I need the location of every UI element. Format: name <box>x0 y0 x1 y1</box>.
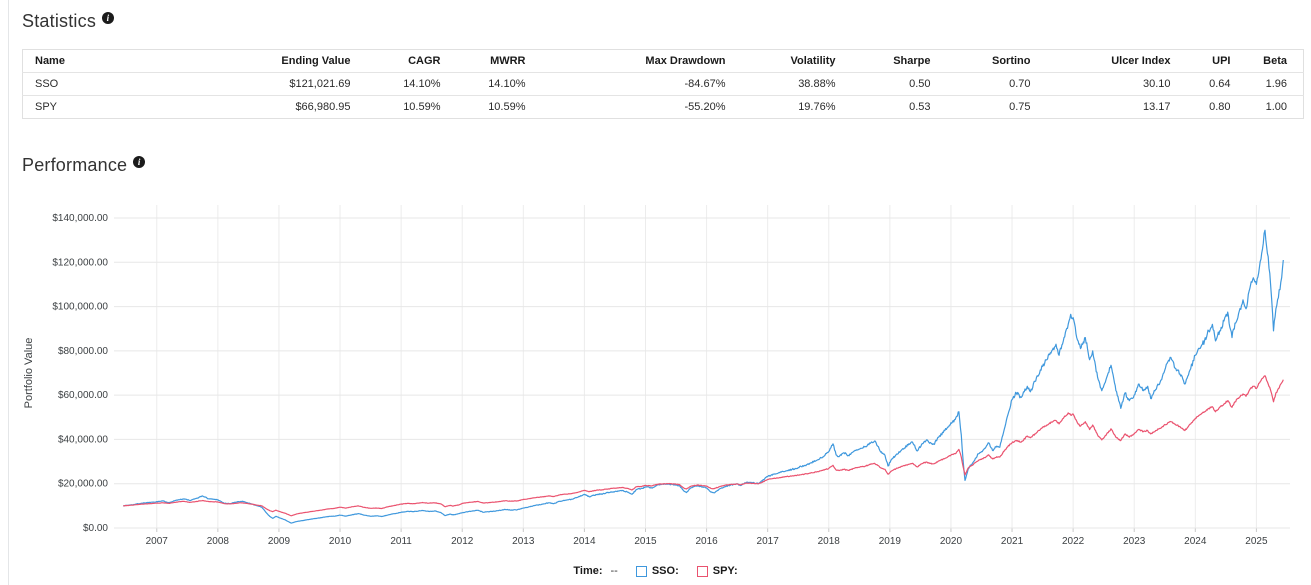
page-left-border <box>8 0 9 585</box>
y-axis-title: Portfolio Value <box>23 338 35 409</box>
row-name-cell: SPY <box>35 101 58 113</box>
spy-swatch-icon <box>696 565 708 577</box>
legend-spy-label: SPY: <box>712 565 738 577</box>
x-tick-label: 2011 <box>390 536 412 547</box>
column-header: Beta <box>1242 49 1304 73</box>
x-tick-label: 2010 <box>329 536 352 547</box>
column-header: Volatility <box>737 49 848 73</box>
performance-chart[interactable]: 2007 2008 2009 2010 2011 2012 2013 2014 2015 2016… <box>0 195 1311 557</box>
value-cell: 38.88% <box>737 72 848 96</box>
performance-section-title: Performance i <box>22 155 146 176</box>
chart-legend: Time: -- SSO: SPY: <box>0 561 1311 581</box>
x-tick-label: 2015 <box>634 536 657 547</box>
x-tick-label: 2020 <box>940 536 963 547</box>
x-tick-label: 2019 <box>879 536 902 547</box>
sso-line[interactable] <box>123 229 1284 524</box>
y-tick-label: $100,000.00 <box>52 302 108 313</box>
performance-title-text: Performance <box>22 155 128 175</box>
x-tick-label: 2024 <box>1184 536 1207 547</box>
statistics-title-text: Statistics <box>22 11 97 31</box>
x-tick-label: 2016 <box>695 536 718 547</box>
legend-time-label: Time: <box>573 565 603 577</box>
value-cell: 0.50 <box>847 72 943 96</box>
column-header: UPI <box>1182 49 1243 73</box>
value-cell: 19.76% <box>798 101 836 113</box>
value-cell: 0.70 <box>942 72 1043 96</box>
y-tick-label: $40,000.00 <box>58 434 108 445</box>
y-tick-label: $140,000.00 <box>52 213 108 224</box>
value-cell: 10.59% <box>488 101 526 113</box>
x-tick-label: 2012 <box>451 536 474 547</box>
row-name-cell: SSO <box>22 72 223 96</box>
legend-time-value: -- <box>610 565 618 577</box>
value-cell: 10.59% <box>403 101 441 113</box>
x-tick-label: 2025 <box>1245 536 1268 547</box>
value-cell: 30.10 <box>1042 72 1183 96</box>
value-cell: $66,980.95 <box>295 101 351 113</box>
value-cell: -55.20% <box>684 101 726 113</box>
y-tick-label: $20,000.00 <box>58 479 108 490</box>
x-tick-label: 2021 <box>1001 536 1024 547</box>
column-header: Sortino <box>942 49 1043 73</box>
performance-chart-svg[interactable]: 2007 2008 2009 2010 2011 2012 2013 2014 2015 2016… <box>0 195 1311 557</box>
x-tick-label: 2009 <box>268 536 291 547</box>
column-header: Name <box>22 49 223 73</box>
column-header: CAGR <box>362 49 453 73</box>
column-header: Ulcer Index <box>1042 49 1183 73</box>
value-cell: 13.17 <box>1142 101 1171 113</box>
x-tick-label: 2008 <box>207 536 230 547</box>
legend-item-spy[interactable]: SPY: <box>696 565 738 577</box>
value-cell: $121,021.69 <box>222 72 363 96</box>
value-cell: 14.10% <box>362 72 453 96</box>
spy-line[interactable] <box>123 375 1284 517</box>
value-cell: 0.53 <box>909 101 931 113</box>
column-header: Sharpe <box>847 49 943 73</box>
value-cell: 0.75 <box>1009 101 1031 113</box>
legend-sso-label: SSO: <box>651 565 679 577</box>
legend-time: Time: <box>573 565 602 577</box>
y-tick-label: $0.00 <box>83 523 108 534</box>
x-tick-label: 2023 <box>1123 536 1146 547</box>
x-tick-label: 2017 <box>757 536 780 547</box>
x-tick-label: 2007 <box>146 536 169 547</box>
value-cell: 1.96 <box>1242 72 1304 96</box>
value-cell: 0.80 <box>1209 101 1231 113</box>
statistics-section-title: Statistics i <box>22 11 115 32</box>
x-tick-label: 2022 <box>1062 536 1085 547</box>
y-tick-label: $60,000.00 <box>58 390 108 401</box>
value-cell: -84.67% <box>537 72 738 96</box>
table-header-row: Name Ending Value CAGR MWRR Max Drawdown Vola… <box>22 49 1304 73</box>
legend-item-sso[interactable]: SSO: <box>635 565 679 577</box>
sso-swatch-icon <box>635 565 647 577</box>
x-tick-label: 2013 <box>512 536 535 547</box>
table-row: SPY $66,980.95 10.59% 10.59% -55.20% 19.76% 0.… <box>23 96 1304 119</box>
value-cell: 1.00 <box>1265 101 1287 113</box>
column-header: MWRR <box>452 49 538 73</box>
info-icon[interactable]: i <box>133 156 146 168</box>
x-tick-label: 2018 <box>818 536 841 547</box>
y-tick-label: $80,000.00 <box>58 346 108 357</box>
info-icon[interactable]: i <box>102 12 115 24</box>
statistics-table: Name Ending Value CAGR MWRR Max Drawdown Vola… <box>22 49 1304 119</box>
x-tick-label: 2014 <box>573 536 596 547</box>
table-row: SSO $121,021.69 14.10% 14.10% -84.67% 38.88% 0… <box>22 72 1304 96</box>
value-cell: 0.64 <box>1182 72 1243 96</box>
column-header: Ending Value <box>222 49 363 73</box>
y-tick-label: $120,000.00 <box>52 257 108 268</box>
value-cell: 14.10% <box>452 72 538 96</box>
column-header: Max Drawdown <box>537 49 738 73</box>
